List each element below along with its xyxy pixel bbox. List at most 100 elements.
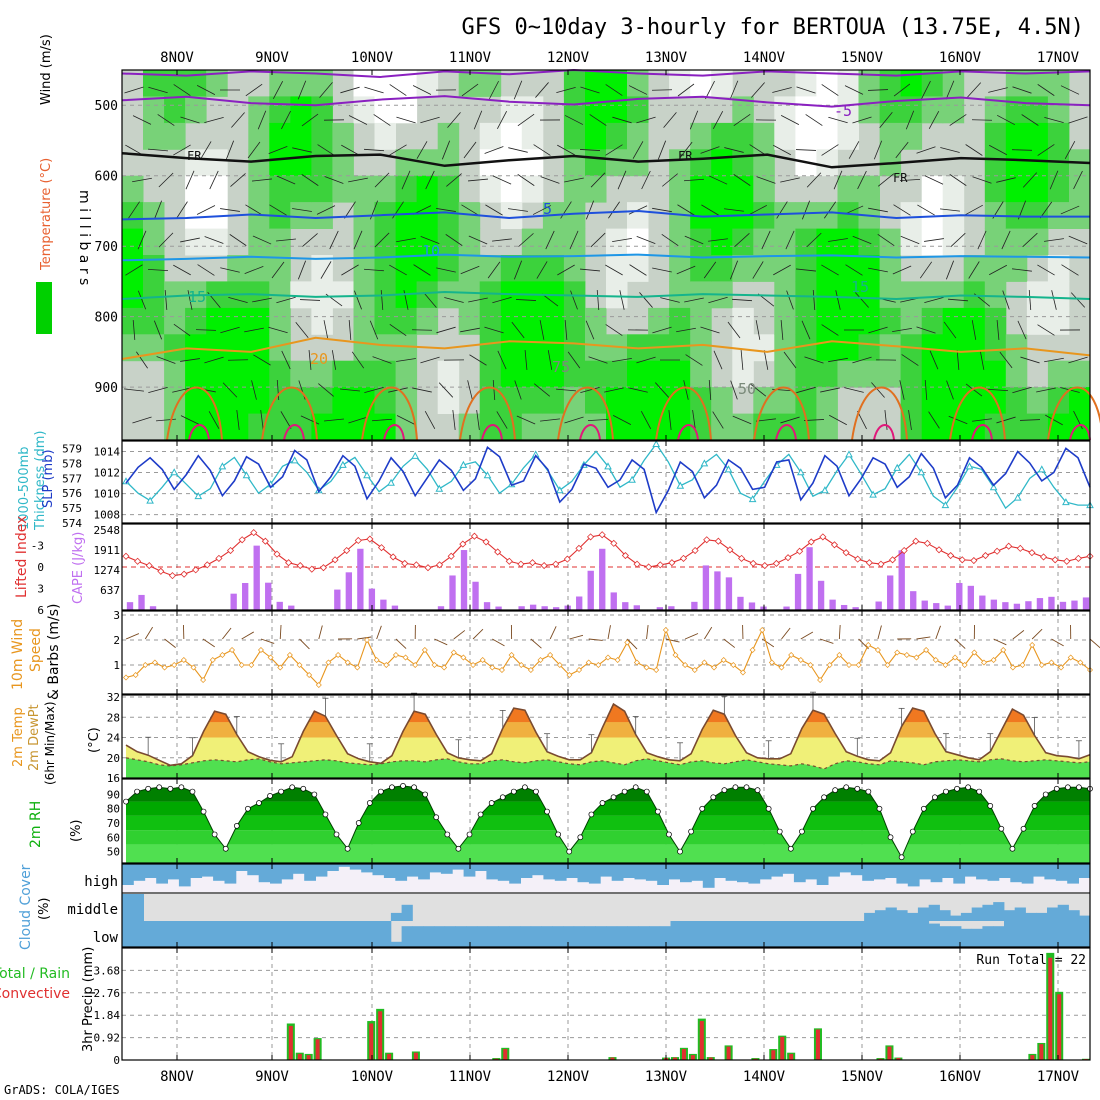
- rh-point: [1020, 825, 1027, 832]
- rh-cell: [1005, 255, 1028, 282]
- wind-barb: [712, 110, 724, 130]
- slp-tick-label: 1014: [94, 446, 121, 459]
- precip-conv-bar: [708, 1057, 713, 1060]
- li-point: [923, 539, 931, 547]
- cloud-bar-high: [144, 864, 157, 878]
- cape-bar: [1013, 603, 1021, 610]
- wind-speed-point: [412, 662, 419, 668]
- cloud-bar-high: [486, 864, 499, 880]
- wind-speed-point: [817, 677, 824, 683]
- wind-barb: [921, 80, 931, 100]
- cape-bar: [495, 606, 502, 610]
- precip-tick-label: 3.68: [94, 964, 121, 977]
- wind-barb: [640, 410, 652, 430]
- cloud-bar-high: [645, 864, 658, 881]
- li-tick-label: -3: [31, 540, 44, 553]
- rh-point: [821, 794, 827, 801]
- thickness-point: [652, 439, 661, 447]
- wind-barb: [517, 174, 535, 186]
- rh-cell: [500, 122, 523, 150]
- li-point: [134, 557, 142, 565]
- rh-cell: [711, 175, 733, 203]
- y-axis-title: m i l l i b a r s: [76, 190, 92, 285]
- rh-cell: [774, 387, 796, 414]
- wind-barb: [1037, 324, 1055, 336]
- rh-cell: [563, 149, 586, 177]
- slp-line: [125, 446, 1091, 515]
- wind-barb: [996, 416, 1016, 424]
- cloud-bar-low: [928, 923, 940, 947]
- rh-cell: [963, 307, 986, 335]
- rh-cell: [332, 149, 354, 177]
- wind-barb: [420, 116, 440, 124]
- rh-cell: [942, 413, 965, 441]
- rh-point: [167, 785, 174, 792]
- rh-cell: [984, 228, 1007, 256]
- y-tick-label: 900: [95, 381, 118, 396]
- cloud-bar-high: [532, 864, 544, 876]
- rh-cell: [500, 96, 523, 124]
- temp-fill-warm: [126, 722, 1090, 738]
- wind-speed-point: [894, 649, 901, 656]
- rh-cell: [585, 175, 607, 203]
- wind-barb: [677, 83, 695, 97]
- wind-barb: [492, 379, 496, 401]
- wind-barb: [380, 289, 384, 311]
- wind-barb: [1012, 386, 1032, 394]
- wind-speed-point: [739, 669, 746, 676]
- wind-barb: [276, 175, 296, 185]
- cape-bar: [794, 573, 802, 610]
- wind-barb: [617, 170, 627, 190]
- precip-conv-bar: [815, 1029, 820, 1060]
- rh-cell: [374, 96, 396, 124]
- rh-point: [799, 828, 805, 835]
- thickness-title-l1: 1000-500mb: [17, 446, 32, 530]
- wind-speed-point: [595, 662, 602, 668]
- wind-barb: [1037, 144, 1055, 156]
- wind-barb: [446, 173, 462, 187]
- cape-bar: [956, 582, 963, 610]
- rh-cell: [122, 175, 144, 203]
- rh-cell: [606, 70, 628, 97]
- rh-cell: [816, 228, 838, 256]
- rh-cell: [1026, 175, 1049, 203]
- li-point: [877, 560, 885, 568]
- cape-bar: [1082, 597, 1090, 610]
- rh-cell: [627, 413, 649, 441]
- x-tick-label-top: 9NOV: [255, 50, 289, 66]
- wind-barb: [1045, 414, 1063, 426]
- rh-cell: [374, 175, 396, 203]
- wind-barb: [196, 205, 216, 215]
- cloud-bar-middle: [928, 904, 940, 921]
- cloud-bar-high: [372, 864, 385, 876]
- cloud-bar-high: [885, 864, 897, 878]
- rh-cell: [879, 281, 902, 309]
- cloud-bar-low: [1047, 921, 1059, 947]
- cloud-bar-high: [281, 864, 294, 880]
- contour-label: -5: [834, 102, 852, 120]
- rh-cell: [1047, 202, 1070, 229]
- rh-cell: [164, 70, 186, 97]
- rh-cell: [816, 281, 838, 309]
- rh-cell: [1047, 413, 1070, 441]
- rh-cell: [227, 360, 249, 388]
- wind-barb: [557, 144, 575, 156]
- cloud-bar-low: [917, 921, 930, 947]
- cloud-bar-low: [315, 921, 327, 947]
- cloud-bar-low: [1079, 921, 1091, 947]
- cloud-bar-high: [691, 864, 704, 881]
- wind-barb: [467, 380, 473, 400]
- rh-cell: [690, 360, 712, 388]
- li-point: [331, 556, 339, 564]
- li-point: [598, 531, 606, 539]
- cape-bar: [599, 548, 606, 610]
- wind-barb: [222, 382, 238, 398]
- rh-cell: [606, 281, 628, 309]
- cloud-bar-high: [190, 864, 203, 878]
- cape-bar: [656, 607, 663, 610]
- rh-cell: [753, 149, 775, 177]
- contour-label: FR: [893, 171, 908, 185]
- wind-barb: [652, 207, 672, 213]
- wind-barb: [901, 354, 919, 366]
- rh-cell: [143, 202, 165, 229]
